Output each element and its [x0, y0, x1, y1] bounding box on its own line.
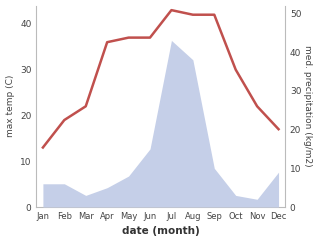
Y-axis label: max temp (C): max temp (C) [5, 75, 15, 137]
Y-axis label: med. precipitation (kg/m2): med. precipitation (kg/m2) [303, 45, 313, 167]
X-axis label: date (month): date (month) [122, 227, 200, 236]
